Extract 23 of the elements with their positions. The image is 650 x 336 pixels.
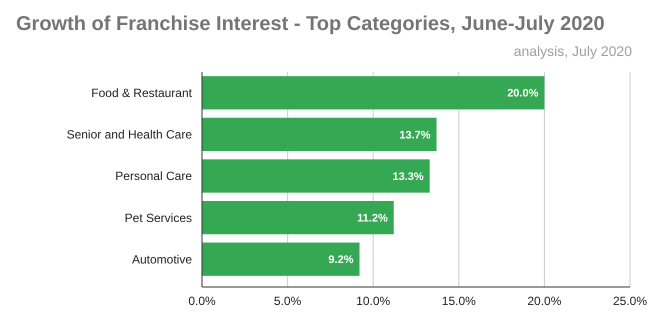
y-tick-label: Senior and Health Care	[66, 128, 192, 142]
x-tick-label: 25.0%	[612, 294, 648, 308]
data-label: 11.2%	[357, 212, 388, 224]
data-label: 20.0%	[507, 88, 539, 100]
x-tick-label: 15.0%	[442, 294, 476, 308]
bar	[202, 159, 430, 193]
chart-subtitle: analysis, July 2020	[514, 43, 632, 59]
y-tick-label: Personal Care	[115, 169, 192, 184]
x-tick-label: 5.0%	[274, 294, 302, 308]
bar	[202, 242, 360, 276]
chart-title: Growth of Franchise Interest - Top Categories, June-July 2020	[16, 13, 605, 35]
x-tick-label: 10.0%	[356, 294, 391, 308]
data-label: 13.7%	[399, 129, 431, 142]
bar	[202, 76, 544, 110]
data-label: 13.3%	[392, 170, 424, 183]
y-tick-label: Pet Services	[124, 210, 192, 225]
bar	[202, 200, 394, 234]
data-label: 9.2%	[328, 254, 354, 266]
y-tick-label: Automotive	[132, 252, 192, 266]
x-tick-label: 0.0%	[188, 294, 216, 308]
x-tick-label: 20.0%	[527, 294, 562, 308]
y-tick-label: Food & Restaurant	[91, 86, 193, 100]
bar	[202, 118, 437, 152]
